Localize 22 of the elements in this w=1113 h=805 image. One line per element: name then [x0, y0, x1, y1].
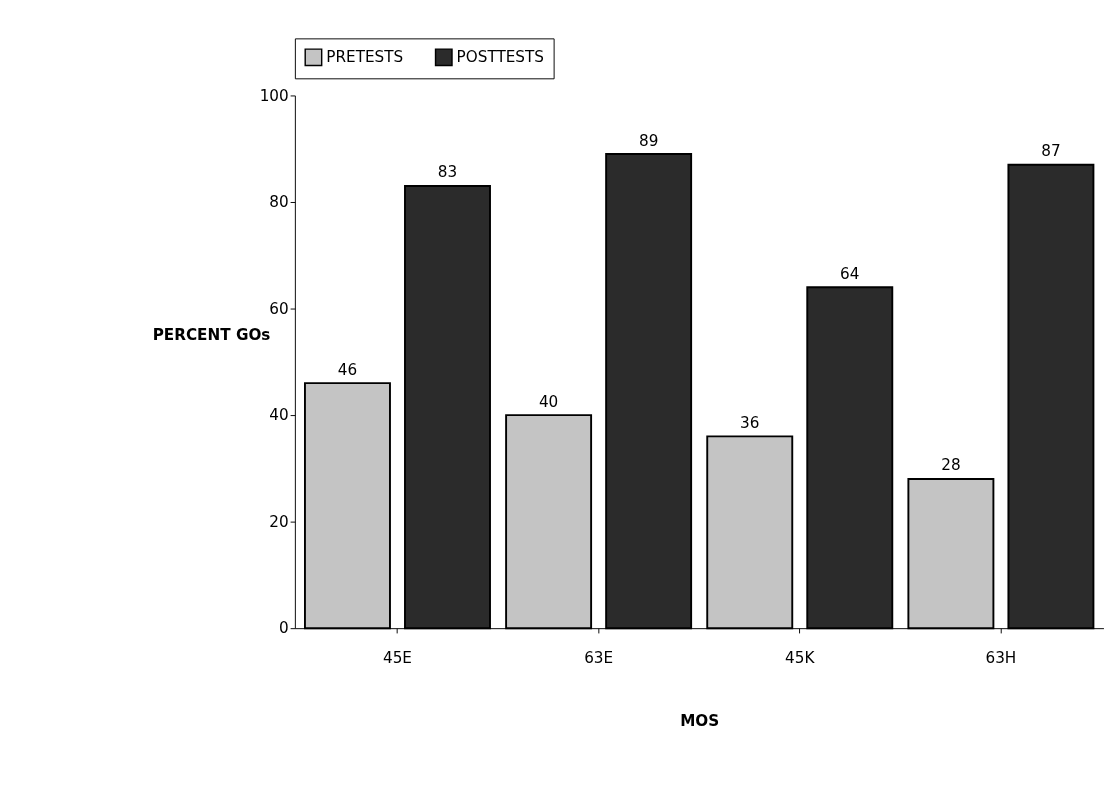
y-tick-label: 40	[269, 406, 289, 425]
y-tick-label: 100	[259, 86, 289, 105]
y-axis-title: PERCENT GOs	[152, 326, 271, 345]
data-label: 36	[740, 413, 760, 432]
data-label: 83	[437, 163, 458, 182]
y-tick-label: 0	[279, 619, 289, 638]
legend-label: POSTTESTS	[456, 48, 544, 67]
x-tick-label: 45E	[382, 648, 412, 667]
y-tick-label: 20	[269, 512, 289, 531]
y-tick-label: 60	[269, 299, 289, 318]
data-label: 64	[840, 264, 860, 283]
data-label: 40	[538, 392, 559, 411]
x-tick-label: 45K	[785, 648, 816, 667]
legend-label: PRETESTS	[326, 48, 404, 67]
data-label: 87	[1041, 142, 1061, 161]
data-label: 28	[941, 456, 961, 475]
data-label: 89	[638, 131, 659, 150]
x-tick-label: 63H	[985, 648, 1017, 667]
data-label: 46	[337, 360, 358, 379]
x-axis-title: MOS	[680, 711, 720, 730]
x-tick-label: 63E	[584, 648, 614, 667]
y-tick-label: 80	[269, 193, 289, 212]
